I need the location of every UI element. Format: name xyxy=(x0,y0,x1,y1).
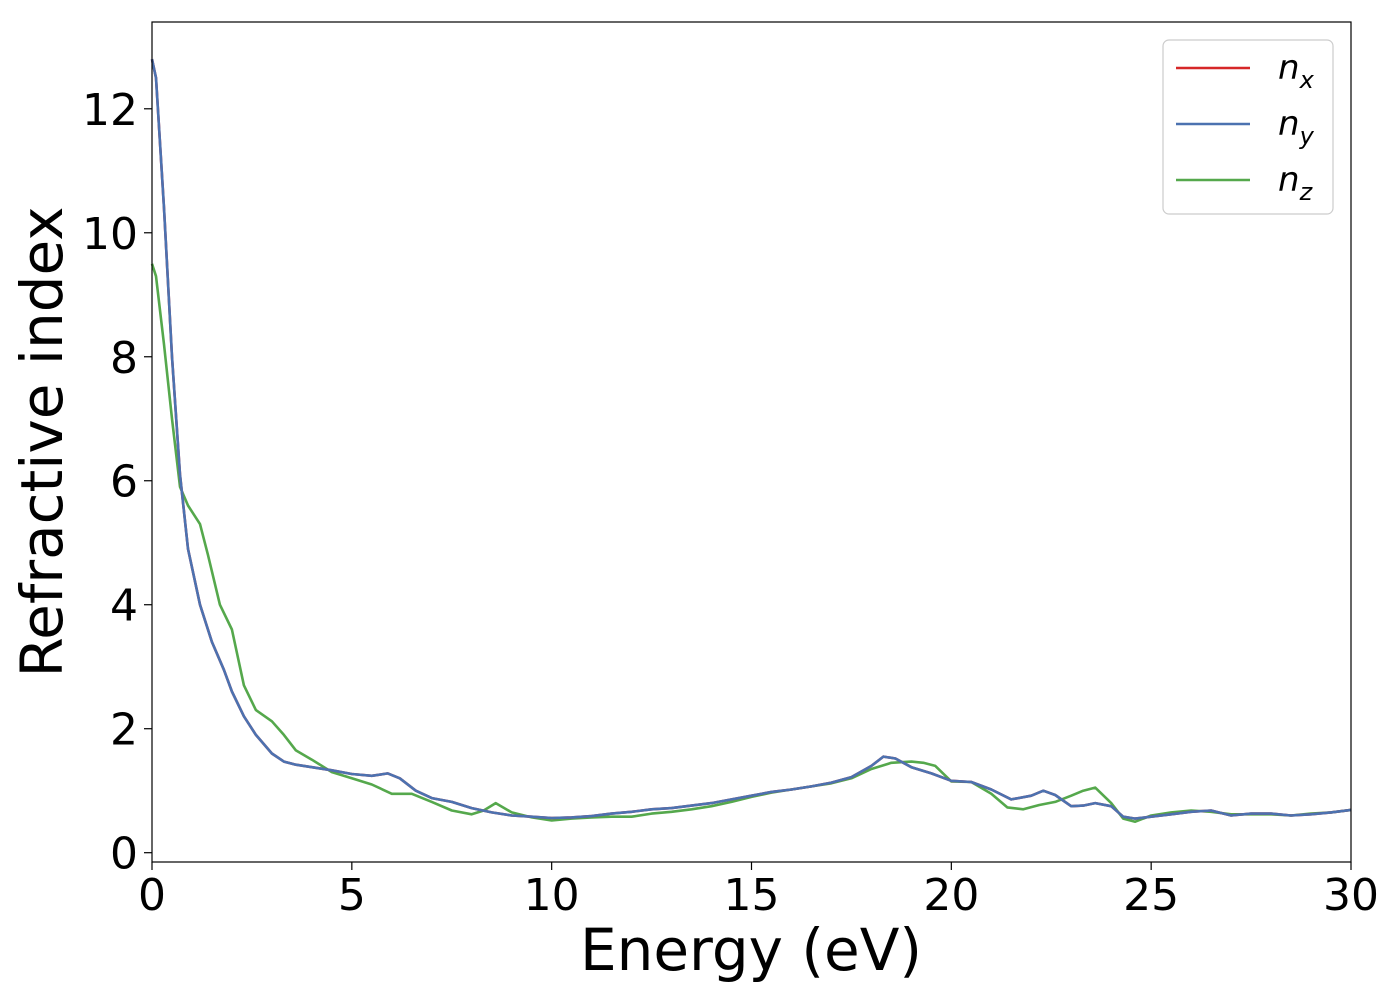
legend-items: nx ny nz xyxy=(1176,48,1315,206)
y-tick-label: 12 xyxy=(82,85,138,136)
x-tick-label: 25 xyxy=(1123,870,1179,921)
legend: nx ny nz xyxy=(1162,39,1334,215)
x-tick-label: 30 xyxy=(1323,870,1379,921)
y-axis-ticks: 0 2 4 6 8 10 12 xyxy=(82,85,152,880)
legend-label-nz: nz xyxy=(1278,160,1314,206)
series-line-nz xyxy=(150,263,1352,823)
y-tick-label: 8 xyxy=(110,333,138,384)
y-tick-label: 10 xyxy=(82,209,138,260)
y-axis-title: Refractive index xyxy=(8,206,76,677)
legend-label-ny: ny xyxy=(1278,104,1315,150)
x-axis-title: Energy (eV) xyxy=(580,916,922,984)
series-layer xyxy=(150,58,1352,823)
x-tick-label: 5 xyxy=(338,870,366,921)
x-tick-label: 10 xyxy=(524,870,580,921)
y-tick-label: 2 xyxy=(110,705,138,756)
x-tick-label: 15 xyxy=(724,870,780,921)
y-tick-label: 6 xyxy=(110,457,138,508)
legend-label-nx: nx xyxy=(1278,48,1315,94)
y-tick-label: 0 xyxy=(110,829,138,880)
x-axis-ticks: 0 5 10 15 20 25 30 xyxy=(138,862,1379,921)
x-tick-label: 0 xyxy=(138,870,166,921)
y-tick-label: 4 xyxy=(110,581,138,632)
series-line-ny xyxy=(150,58,1352,820)
x-tick-label: 20 xyxy=(923,870,979,921)
legend-box xyxy=(1162,39,1334,215)
